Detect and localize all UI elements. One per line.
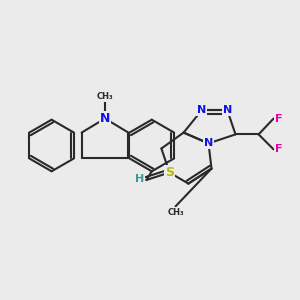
Text: CH₃: CH₃ [97,92,113,101]
Text: N: N [197,105,206,116]
Text: S: S [165,166,174,179]
Text: F: F [275,113,283,124]
Text: F: F [275,144,283,154]
Text: N: N [100,112,110,125]
Text: N: N [204,138,213,148]
Text: H: H [135,174,144,184]
Text: N: N [204,138,213,148]
Text: CH₃: CH₃ [167,208,184,217]
Text: N: N [223,105,232,116]
